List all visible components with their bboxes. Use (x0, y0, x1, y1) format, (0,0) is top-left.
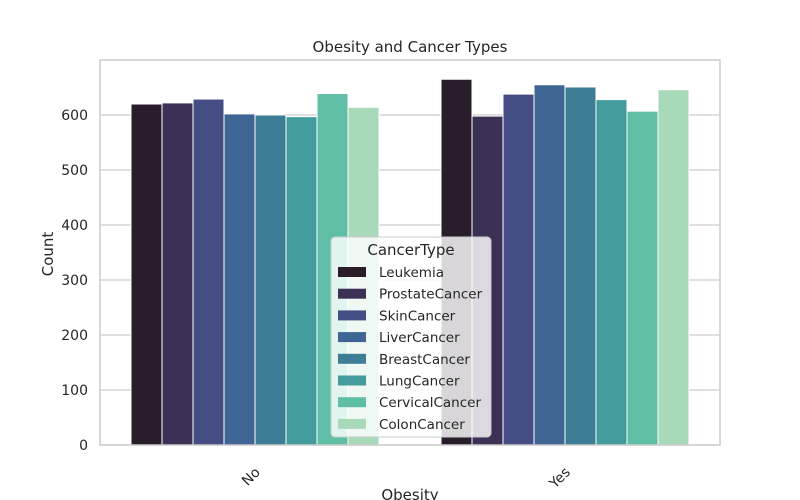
legend-swatch-SkinCancer (338, 310, 366, 321)
x-tick-label: Yes (546, 465, 574, 493)
y-tick-label: 100 (61, 383, 88, 399)
bar-BreastCancer-Yes (564, 86, 597, 446)
bar-BreastCancer-No (254, 114, 287, 446)
legend-label: Leukemia (379, 265, 444, 281)
bar-CervicalCancer-Yes (626, 110, 659, 446)
bar-LiverCancer-No (223, 113, 256, 446)
y-tick-label: 500 (61, 163, 88, 179)
legend-swatch-CervicalCancer (338, 397, 366, 408)
chart-title: Obesity and Cancer Types (313, 38, 508, 56)
bar-LungCancer-Yes (595, 99, 628, 446)
legend-swatch-LungCancer (338, 375, 366, 386)
bar-ProstateCancer-No (161, 102, 194, 446)
legend-swatch-ProstateCancer (338, 288, 366, 299)
x-tick-label: No (239, 465, 264, 490)
legend-box (330, 236, 492, 438)
plot-frame (99, 59, 721, 446)
legend-title: CancerType (367, 241, 454, 259)
bar-LiverCancer-Yes (533, 84, 566, 446)
legend-label: ColonCancer (379, 417, 465, 433)
y-tick-label: 0 (79, 438, 88, 454)
y-tick-label: 400 (61, 218, 88, 234)
bar-ColonCancer-Yes (657, 89, 690, 446)
legend: CancerType Leukemia ProstateCancer SkinCanc… (330, 236, 492, 438)
x-axis-label: Obesity (381, 486, 438, 500)
y-tick-label: 300 (61, 273, 88, 289)
bar-SkinCancer-No (192, 98, 225, 446)
legend-label: CervicalCancer (379, 395, 481, 411)
legend-label: BreastCancer (379, 352, 470, 368)
legend-swatch-BreastCancer (338, 353, 366, 364)
legend-swatch-LiverCancer (338, 332, 366, 343)
y-tick-label: 600 (61, 108, 88, 124)
legend-swatch-Leukemia (338, 267, 366, 277)
legend-label: LiverCancer (379, 330, 460, 346)
bar-LungCancer-No (285, 116, 318, 446)
legend-label: LungCancer (379, 374, 460, 390)
legend-label: ProstateCancer (379, 287, 483, 303)
legend-label: SkinCancer (379, 308, 456, 324)
bar-Leukemia-No (130, 103, 163, 446)
legend-swatch-ColonCancer (338, 418, 366, 429)
bar-SkinCancer-Yes (502, 93, 535, 446)
y-axis-label: Count (39, 232, 57, 277)
y-tick-label: 200 (61, 328, 88, 344)
